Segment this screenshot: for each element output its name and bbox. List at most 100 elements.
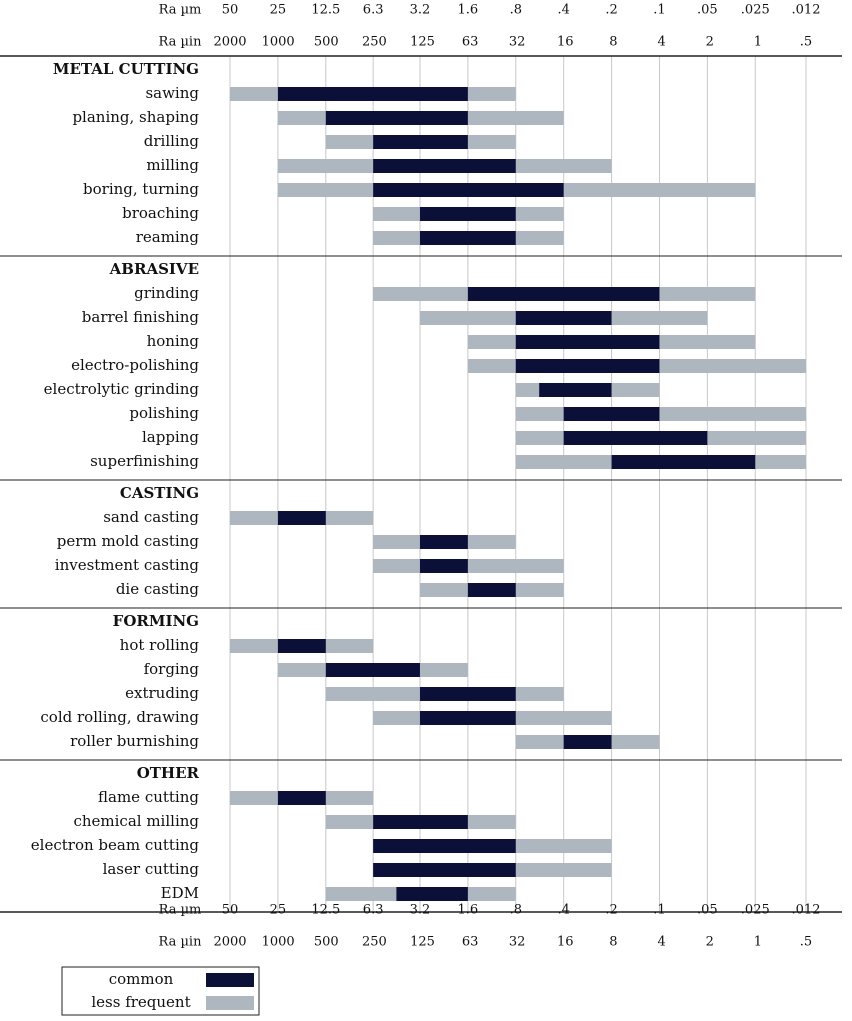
group-heading: OTHER (137, 764, 200, 782)
x2-tick-label: .5 (800, 935, 812, 950)
legend-swatch (206, 973, 254, 987)
x2-tick-label: 4 (657, 35, 665, 50)
x-axis-label: Ra µm (159, 903, 202, 918)
x-tick-label: 1.6 (458, 3, 479, 18)
process-label: boring, turning (83, 180, 199, 198)
x-tick-label: .025 (741, 903, 770, 918)
common-bar (515, 335, 660, 349)
x2-tick-label: 63 (462, 35, 479, 50)
x2-tick-label: 32 (509, 935, 526, 950)
common-bar (419, 559, 468, 573)
x2-tick-label: 32 (509, 35, 526, 50)
common-bar (515, 311, 612, 325)
common-bar (419, 231, 516, 245)
process-label: planing, shaping (72, 108, 199, 126)
common-bar (611, 455, 756, 469)
x2-tick-label: 2000 (213, 35, 246, 50)
x2-tick-label: 1000 (262, 35, 295, 50)
x2-tick-label: 63 (462, 935, 479, 950)
x2-tick-label: 8 (609, 35, 617, 50)
x2-tick-label: 125 (410, 935, 435, 950)
x2-tick-label: 1 (754, 935, 762, 950)
process-label: sawing (145, 84, 199, 102)
x2-tick-label: 125 (410, 35, 435, 50)
process-label: broaching (122, 204, 199, 222)
x-tick-label: 25 (270, 3, 287, 18)
process-label: grinding (134, 284, 199, 302)
common-bar (515, 359, 660, 373)
x2-tick-label: 2 (706, 935, 714, 950)
x2-tick-label: .5 (800, 35, 812, 50)
x2-tick-label: 500 (314, 935, 339, 950)
x2-tick-label: 2000 (213, 935, 246, 950)
legend-swatch (206, 996, 254, 1010)
x2-tick-label: 16 (557, 35, 574, 50)
process-label: perm mold casting (57, 532, 200, 550)
common-bar (373, 815, 468, 829)
x-tick-label: 1.6 (458, 903, 479, 918)
process-label: chemical milling (73, 812, 199, 830)
common-bar (563, 407, 660, 421)
x-axis-label: Ra µm (159, 3, 202, 18)
x2-axis-label: Ra µin (159, 35, 203, 50)
common-bar (419, 207, 516, 221)
x2-tick-label: 250 (362, 935, 387, 950)
common-bar (419, 535, 468, 549)
x-tick-label: 6.3 (363, 903, 384, 918)
process-label: reaming (136, 228, 200, 246)
common-bar (396, 887, 468, 901)
process-label: die casting (116, 580, 200, 598)
process-label: milling (146, 156, 199, 174)
process-label: electro-polishing (71, 356, 199, 374)
x-tick-label: 3.2 (410, 3, 431, 18)
process-label: forging (144, 660, 200, 678)
x-tick-label: 25 (270, 903, 287, 918)
less-frequent-bar (515, 407, 806, 421)
common-bar (373, 183, 564, 197)
group-heading: METAL CUTTING (53, 60, 199, 78)
process-label: flame cutting (98, 788, 199, 806)
process-label: investment casting (55, 556, 200, 574)
x2-tick-label: 8 (609, 935, 617, 950)
process-label: laser cutting (103, 860, 200, 878)
process-label: extruding (125, 684, 199, 702)
x-tick-label: .1 (653, 903, 665, 918)
common-bar (277, 639, 326, 653)
x2-tick-label: 500 (314, 35, 339, 50)
legend-label: common (109, 970, 174, 988)
common-bar (419, 711, 516, 725)
process-label: lapping (142, 428, 199, 446)
x-tick-label: .012 (792, 903, 821, 918)
common-bar (277, 791, 326, 805)
process-label: hot rolling (120, 636, 200, 654)
group-heading: CASTING (120, 484, 199, 502)
common-bar (539, 383, 612, 397)
x-tick-label: 50 (222, 3, 239, 18)
common-bar (467, 287, 660, 301)
process-label: barrel finishing (82, 308, 200, 326)
x-tick-label: .4 (557, 903, 569, 918)
x-tick-label: .8 (510, 903, 522, 918)
x-tick-label: 12.5 (311, 3, 340, 18)
x-tick-label: 6.3 (363, 3, 384, 18)
common-bar (373, 839, 516, 853)
x2-tick-label: 1000 (262, 935, 295, 950)
x-tick-label: .4 (557, 3, 569, 18)
process-label: sand casting (103, 508, 199, 526)
grid-layer (0, 55, 842, 913)
x-tick-label: 3.2 (410, 903, 431, 918)
group-heading: ABRASIVE (109, 260, 199, 278)
x-tick-label: .2 (605, 903, 617, 918)
x2-tick-label: 1 (754, 35, 762, 50)
common-bar (277, 511, 326, 525)
x-tick-label: .05 (697, 903, 718, 918)
process-label: roller burnishing (70, 732, 199, 750)
common-bar (563, 431, 708, 445)
x2-tick-label: 250 (362, 35, 387, 50)
less-frequent-bar (373, 559, 564, 573)
group-heading: FORMING (113, 612, 199, 630)
x-tick-label: .025 (741, 3, 770, 18)
x-tick-label: .05 (697, 3, 718, 18)
